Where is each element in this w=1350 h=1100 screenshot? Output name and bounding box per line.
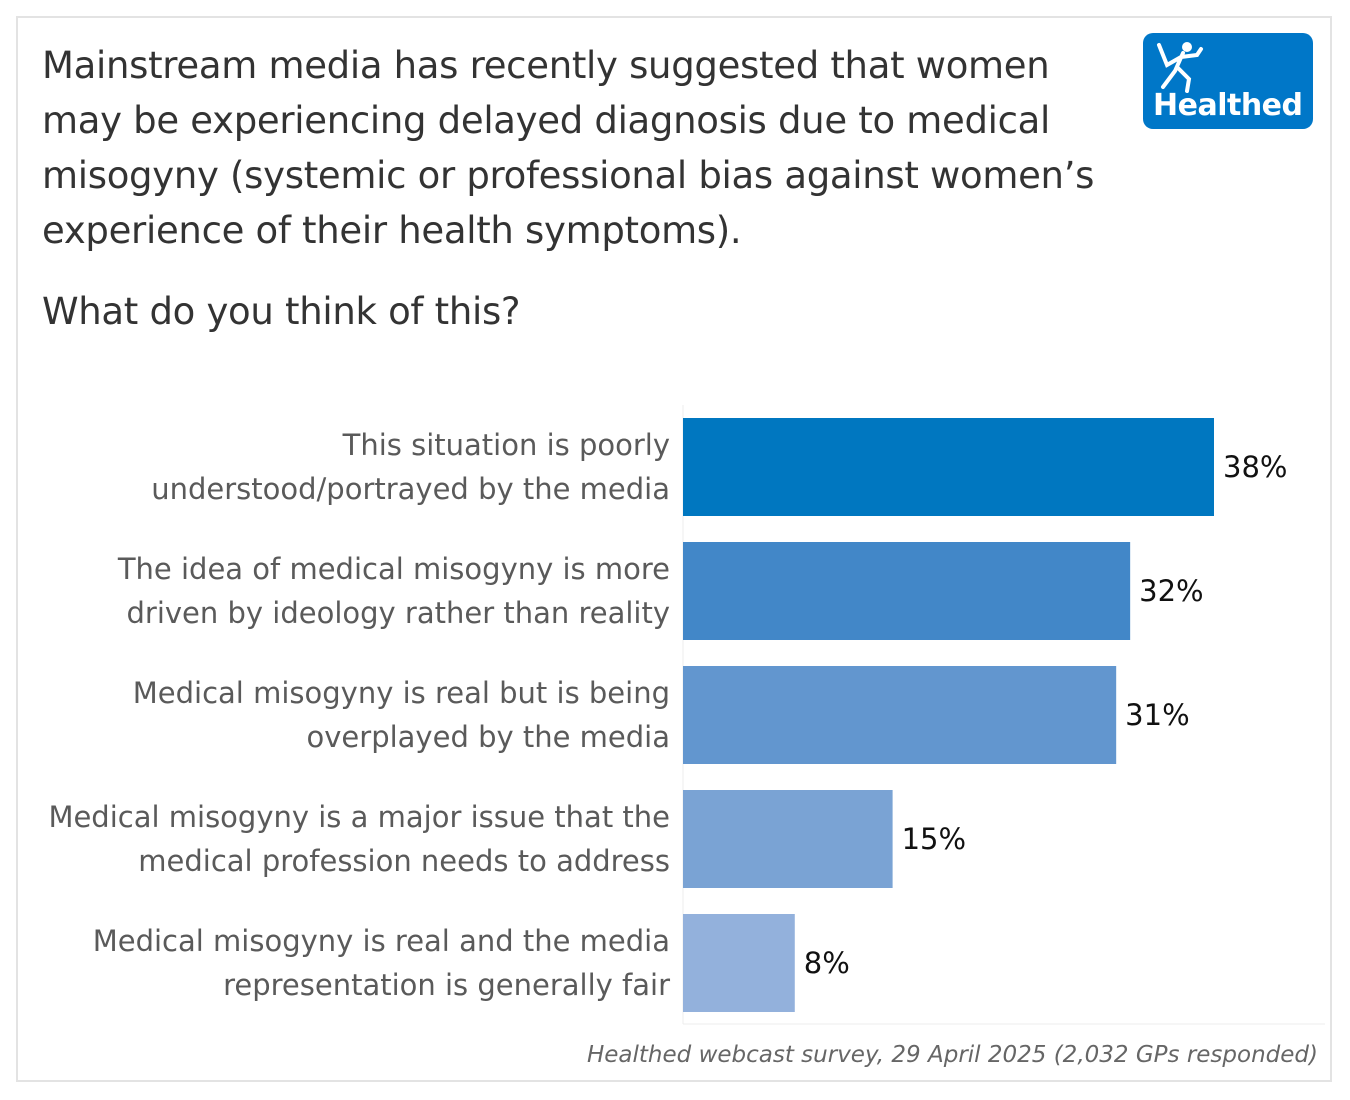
bar (683, 666, 1117, 764)
chart-question: What do you think of this? (42, 290, 521, 333)
value-label: 31% (1125, 698, 1189, 732)
value-label: 38% (1223, 450, 1287, 484)
runner-icon (1157, 42, 1203, 93)
category-label: Medical misogyny is real but is being (133, 676, 670, 710)
category-label: This situation is poorly (342, 428, 670, 462)
bar (683, 914, 795, 1012)
value-label: 15% (902, 822, 966, 856)
healthed-logo: Healthed (1143, 33, 1313, 129)
category-label: Medical misogyny is real and the media (93, 924, 670, 958)
value-label: 32% (1139, 574, 1203, 608)
category-label: driven by ideology rather than reality (126, 596, 670, 630)
bar (683, 418, 1214, 516)
bar (683, 790, 893, 888)
chart-title: Mainstream media has recently suggested … (42, 44, 1095, 252)
category-label: medical profession needs to address (138, 844, 670, 878)
category-label: representation is generally fair (223, 968, 670, 1002)
source-note: Healthed webcast survey, 29 April 2025 (… (586, 1042, 1318, 1068)
category-label: overplayed by the media (307, 720, 670, 754)
chart-frame (16, 16, 1332, 1082)
logo-text: Healthed (1153, 88, 1303, 123)
bar (683, 542, 1131, 640)
value-label: 8% (804, 946, 850, 980)
category-label: Medical misogyny is a major issue that t… (48, 800, 670, 834)
category-label: understood/portrayed by the media (151, 472, 670, 506)
category-label: The idea of medical misogyny is more (117, 552, 670, 586)
